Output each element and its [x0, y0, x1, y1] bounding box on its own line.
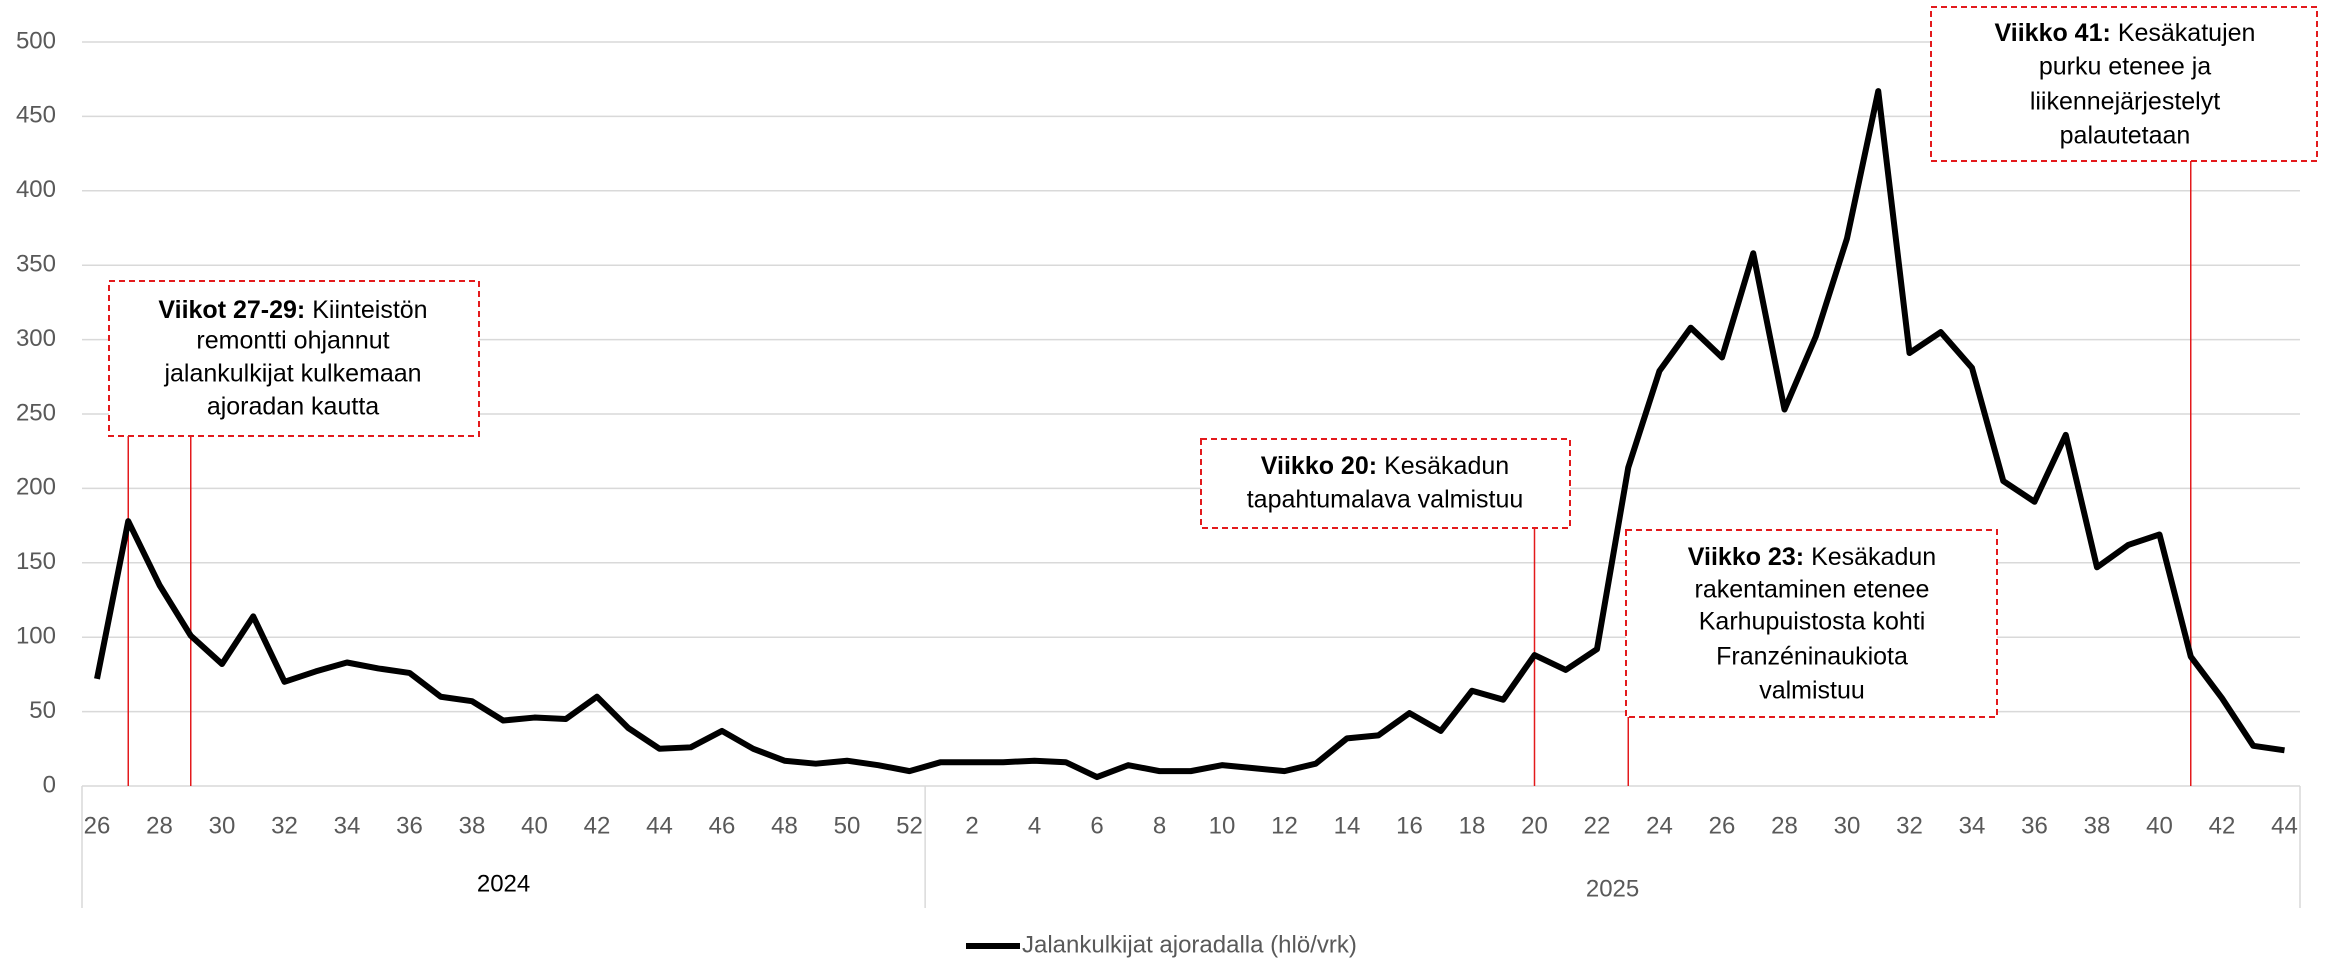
x-tick-label: 36	[2021, 812, 2048, 839]
x-tick-label: 26	[84, 812, 111, 839]
annotation-text: palautetaan	[2060, 122, 2191, 150]
annotation-label: Viikot 27-29:	[158, 296, 305, 324]
group-label: 2025	[1586, 875, 1639, 902]
annotation-box	[1625, 529, 1998, 718]
annotation-text: ajoradan kautta	[207, 393, 379, 421]
x-tick-label: 2	[965, 812, 978, 839]
annotation-text: Franzéninaukiota	[1716, 643, 1908, 671]
annotation-text: valmistuu	[1759, 677, 1865, 705]
series-line	[94, 88, 2285, 781]
annotation-text: Viikko 20: Kesäkadun	[1261, 452, 1509, 480]
x-tick-label: 44	[646, 812, 673, 839]
legend-label: Jalankulkijat ajoradalla (hlö/vrk)	[1022, 931, 1357, 958]
y-tick-label: 250	[16, 399, 56, 426]
y-tick-label: 500	[16, 27, 56, 54]
y-tick-label: 350	[16, 251, 56, 278]
annotation-text: Viikko 23: Kesäkadun	[1688, 543, 1936, 571]
annotation-text: Viikot 27-29: Kiinteistön	[158, 296, 427, 324]
x-tick-label: 24	[1646, 812, 1673, 839]
x-tick-label: 14	[1334, 812, 1361, 839]
x-tick-label: 40	[521, 812, 548, 839]
x-tick-label: 48	[771, 812, 798, 839]
x-tick-label: 44	[2271, 812, 2298, 839]
annotation-text: remontti ohjannut	[196, 327, 389, 355]
x-tick-label: 50	[834, 812, 861, 839]
annotation-label: Viikko 41:	[1995, 19, 2111, 47]
x-tick-label: 52	[896, 812, 923, 839]
x-tick-label: 16	[1396, 812, 1423, 839]
annotation-text: Viikko 41: Kesäkatujen	[1995, 19, 2256, 47]
x-tick-label: 36	[396, 812, 423, 839]
x-tick-label: 4	[1028, 812, 1041, 839]
x-tick-label: 10	[1209, 812, 1236, 839]
x-tick-label: 26	[1709, 812, 1736, 839]
y-tick-label: 50	[29, 697, 56, 724]
y-tick-label: 300	[16, 325, 56, 352]
annotation-label: Viikko 23:	[1688, 543, 1804, 571]
x-tick-label: 42	[2209, 812, 2236, 839]
x-tick-label: 20	[1521, 812, 1548, 839]
x-tick-label: 34	[1959, 812, 1986, 839]
y-tick-label: 100	[16, 623, 56, 650]
y-tick-label: 450	[16, 102, 56, 129]
x-tick-label: 32	[271, 812, 298, 839]
x-tick-label: 42	[584, 812, 611, 839]
x-tick-label: 30	[209, 812, 236, 839]
x-tick-label: 38	[2084, 812, 2111, 839]
annotation-text: Karhupuistosta kohti	[1699, 608, 1926, 636]
x-tick-label: 6	[1090, 812, 1103, 839]
annotation-line-text: Kesäkadun	[1384, 452, 1509, 480]
annotation-label: Viikko 20:	[1261, 452, 1377, 480]
y-tick-label: 0	[43, 771, 56, 798]
x-tick-label: 28	[146, 812, 173, 839]
annotation-text: rakentaminen etenee	[1695, 576, 1930, 604]
x-tick-label: 28	[1771, 812, 1798, 839]
x-tick-label: 30	[1834, 812, 1861, 839]
annotation-box	[108, 280, 480, 437]
annotation-text: purku etenee ja	[2039, 53, 2211, 81]
x-tick-label: 8	[1153, 812, 1166, 839]
x-tick-label: 46	[709, 812, 736, 839]
x-tick-label: 18	[1459, 812, 1486, 839]
x-tick-label: 32	[1896, 812, 1923, 839]
annotation-line-text: Kesäkadun	[1811, 543, 1936, 571]
annotation-line-text: Kesäkatujen	[2118, 19, 2256, 47]
x-tick-label: 34	[334, 812, 361, 839]
annotation-line-text: Kiinteistön	[312, 296, 427, 324]
x-tick-label: 40	[2146, 812, 2173, 839]
x-tick-label: 38	[459, 812, 486, 839]
y-tick-label: 200	[16, 474, 56, 501]
y-tick-label: 400	[16, 176, 56, 203]
x-tick-label: 12	[1271, 812, 1298, 839]
x-tick-label: 22	[1584, 812, 1611, 839]
group-label: 2024	[477, 870, 530, 897]
y-tick-label: 150	[16, 548, 56, 575]
annotation-box	[1200, 438, 1571, 529]
annotation-box	[1930, 6, 2318, 162]
annotation-text: liikennejärjestelyt	[2030, 88, 2220, 116]
annotation-text: jalankulkijat kulkemaan	[163, 360, 421, 388]
annotation-text: tapahtumalava valmistuu	[1247, 486, 1524, 514]
